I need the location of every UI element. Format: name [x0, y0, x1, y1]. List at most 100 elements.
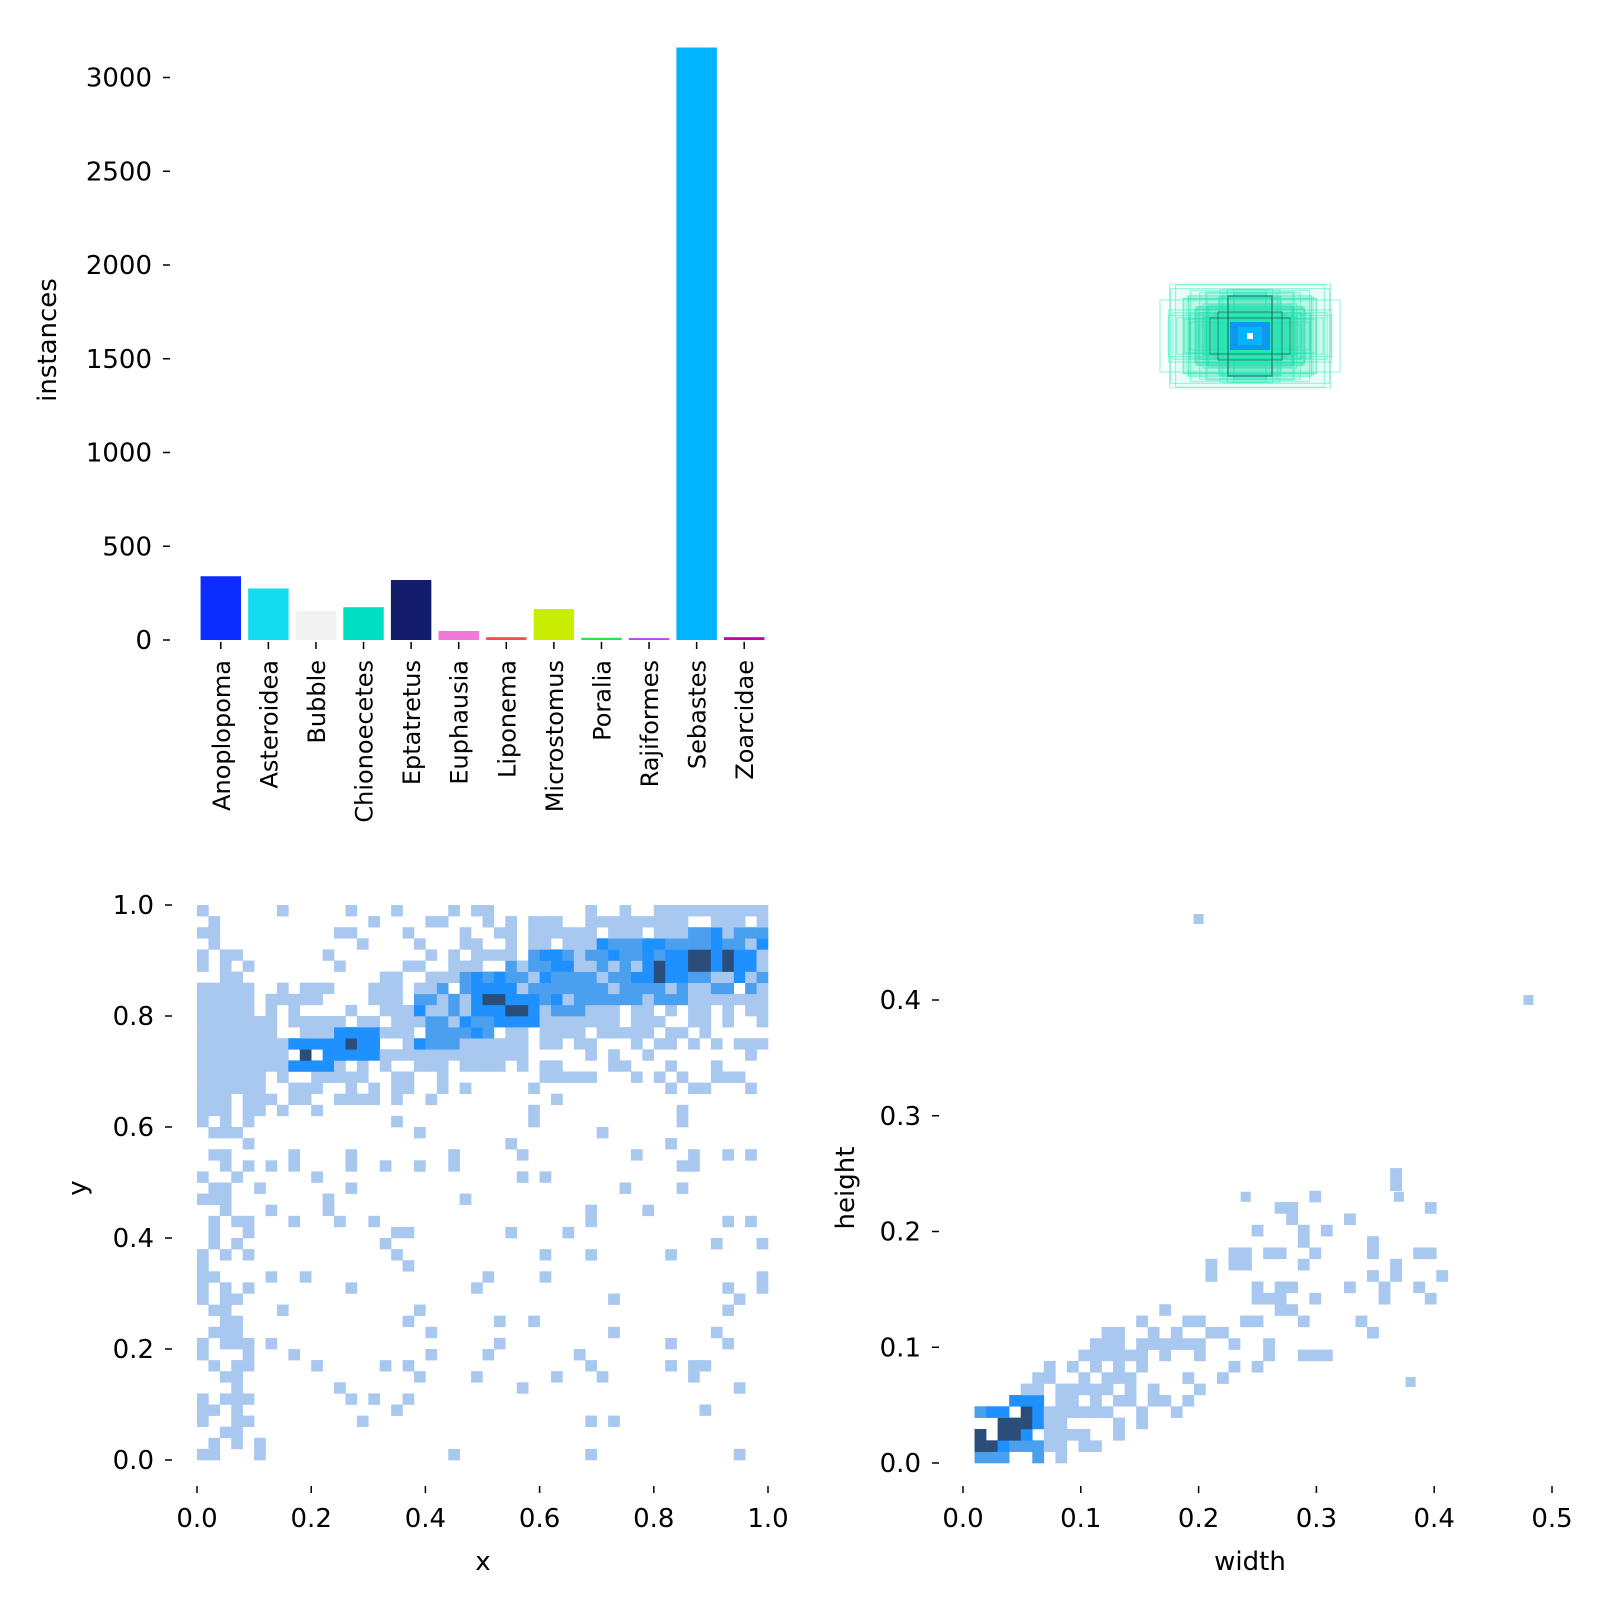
wh-heatmap-cell [1390, 1270, 1402, 1282]
wh-heatmap-cell [1251, 1224, 1264, 1237]
xy-heatmap-cell [368, 916, 381, 928]
xy-heatmap-cell [254, 1182, 266, 1194]
xy-heatmap-cell [642, 971, 655, 983]
xy-heatmap-cell [630, 1027, 643, 1039]
xy-heatmap-cell [642, 1027, 655, 1039]
xy-heatmap-cell [619, 971, 632, 983]
wh-heatmap-cell [1193, 1349, 1206, 1362]
xy-heatmap-cell [596, 949, 609, 961]
xy-heatmap-cell [653, 971, 666, 983]
xy-heatmap-cell [197, 1404, 209, 1416]
wh-heatmap-cell [1089, 1406, 1102, 1418]
xy-heatmap-cell [391, 1115, 403, 1128]
xy-heatmap-cell [219, 1127, 232, 1139]
xy-heatmap-cell [459, 1027, 472, 1039]
xy-heatmap-cell [585, 927, 597, 939]
xy-heatmap-cell [391, 1093, 403, 1106]
xy-heatmap-cell [197, 1337, 209, 1350]
xy-heatmap-cell [676, 927, 689, 939]
xy-heatmap-cell [630, 938, 643, 950]
xy-heatmap-cell [334, 1060, 346, 1072]
xy-heatmap-cell [231, 1060, 243, 1072]
xy-heatmap-cell [197, 1271, 209, 1283]
bar-asteroidea [248, 588, 289, 640]
wh-heatmap-cell [1367, 1247, 1379, 1260]
wh-heatmap-cell [1113, 1372, 1125, 1384]
xy-heatmap-cell [619, 927, 632, 939]
xy-heatmap-cell [493, 949, 506, 961]
box-outline [1194, 308, 1306, 364]
wh-heatmap-cell [1066, 1394, 1079, 1407]
wh-heatmap-cell [1378, 1281, 1391, 1294]
xy-heatmap-cell [436, 1027, 449, 1039]
xy-heatmap-cell [288, 1082, 301, 1094]
wh-heatmap-cell [974, 1451, 987, 1464]
wh-heatmap-cell [1055, 1406, 1068, 1418]
bar-y-tick-label: 0 [135, 626, 152, 656]
xy-heatmap-cell [448, 1149, 460, 1161]
xy-heatmap-cell [642, 960, 655, 972]
xy-heatmap-cell [630, 1038, 643, 1050]
bar-x-tick-label: Rajiformes [636, 660, 664, 787]
class-instances-bar-chart: 0 500 1000 1500 2000 2500 3000 Anoplopoma Aster… [33, 47, 765, 823]
xy-heatmap-cell [311, 1071, 323, 1083]
xy-x-tick-label: 0.2 [291, 1504, 332, 1534]
wh-heatmap-cell [1066, 1360, 1079, 1373]
xy-heatmap-cell [391, 1082, 403, 1094]
xy-heatmap-cell [630, 960, 643, 972]
xy-heatmap-cell [528, 1115, 540, 1128]
xy-heatmap-cell [642, 993, 655, 1006]
wh-heatmap-cell [1136, 1406, 1149, 1418]
xy-heatmap-cell [539, 1060, 552, 1072]
wh-heatmap-cell [1159, 1338, 1172, 1350]
wh-heatmap-cell [1378, 1292, 1391, 1305]
xy-heatmap-cell [676, 982, 689, 995]
xy-heatmap-cell [733, 1293, 746, 1305]
xy-heatmap-cell [493, 1060, 506, 1072]
xy-heatmap-cell [471, 1038, 483, 1050]
bar-y-axis: 0 500 1000 1500 2000 2500 3000 [86, 64, 170, 656]
box-outline [1218, 296, 1282, 376]
xy-heatmap-cell [653, 905, 666, 917]
xy-heatmap-cell [425, 916, 438, 928]
wh-heatmap-cell [1413, 1247, 1426, 1260]
xy-heatmap-cell [722, 1282, 735, 1294]
xy-heatmap-cell [505, 1038, 518, 1050]
xy-heatmap-cell [379, 993, 392, 1006]
xy-heatmap-cell [334, 1027, 346, 1039]
xy-heatmap-cell [413, 1060, 426, 1072]
xy-heatmap-cell [596, 1127, 609, 1139]
xy-heatmap-cell [493, 1315, 506, 1328]
wh-heatmap-cell [986, 1440, 998, 1452]
xy-heatmap-cell [311, 1360, 323, 1372]
xy-heatmap-cell [551, 1093, 563, 1106]
xy-heatmap-cell [231, 1426, 243, 1439]
wh-heatmap-cell [1297, 1236, 1310, 1248]
wh-heatmap-cell [1182, 1315, 1195, 1328]
xy-heatmap-cell [562, 960, 575, 972]
xy-heatmap-cell [231, 1038, 243, 1050]
xy-heatmap-cell [356, 1415, 369, 1427]
xy-heatmap-cell [391, 1004, 403, 1017]
xy-heatmap-cell [665, 949, 677, 961]
xy-heatmap-cell [630, 1016, 643, 1028]
xy-heatmap-cell [710, 960, 723, 972]
wh-heatmap-cell [1193, 1315, 1206, 1328]
xy-heatmap-cell [630, 1149, 643, 1161]
xy-heatmap-cell [516, 1027, 529, 1039]
xy-heatmap-cell [630, 1071, 643, 1083]
xy-x-axis-label: x [475, 1547, 490, 1577]
xy-heatmap-cell [710, 1326, 723, 1339]
wh-heatmap-cell [1089, 1440, 1102, 1452]
xy-heatmap-cell [425, 1049, 438, 1061]
xy-heatmap-cell [208, 1071, 221, 1083]
wh-heatmap-cell [1101, 1326, 1114, 1339]
xy-heatmap-cell [459, 1038, 472, 1050]
xy-heatmap-cell [413, 1127, 426, 1139]
xy-heatmap-cell [471, 1004, 483, 1017]
wh-heatmap-cell [1228, 1258, 1241, 1271]
xy-heatmap-cell [493, 1337, 506, 1350]
xy-heatmap-cell [585, 960, 597, 972]
box-outline [1198, 312, 1302, 360]
xy-x-tick-label: 0.0 [176, 1504, 217, 1534]
